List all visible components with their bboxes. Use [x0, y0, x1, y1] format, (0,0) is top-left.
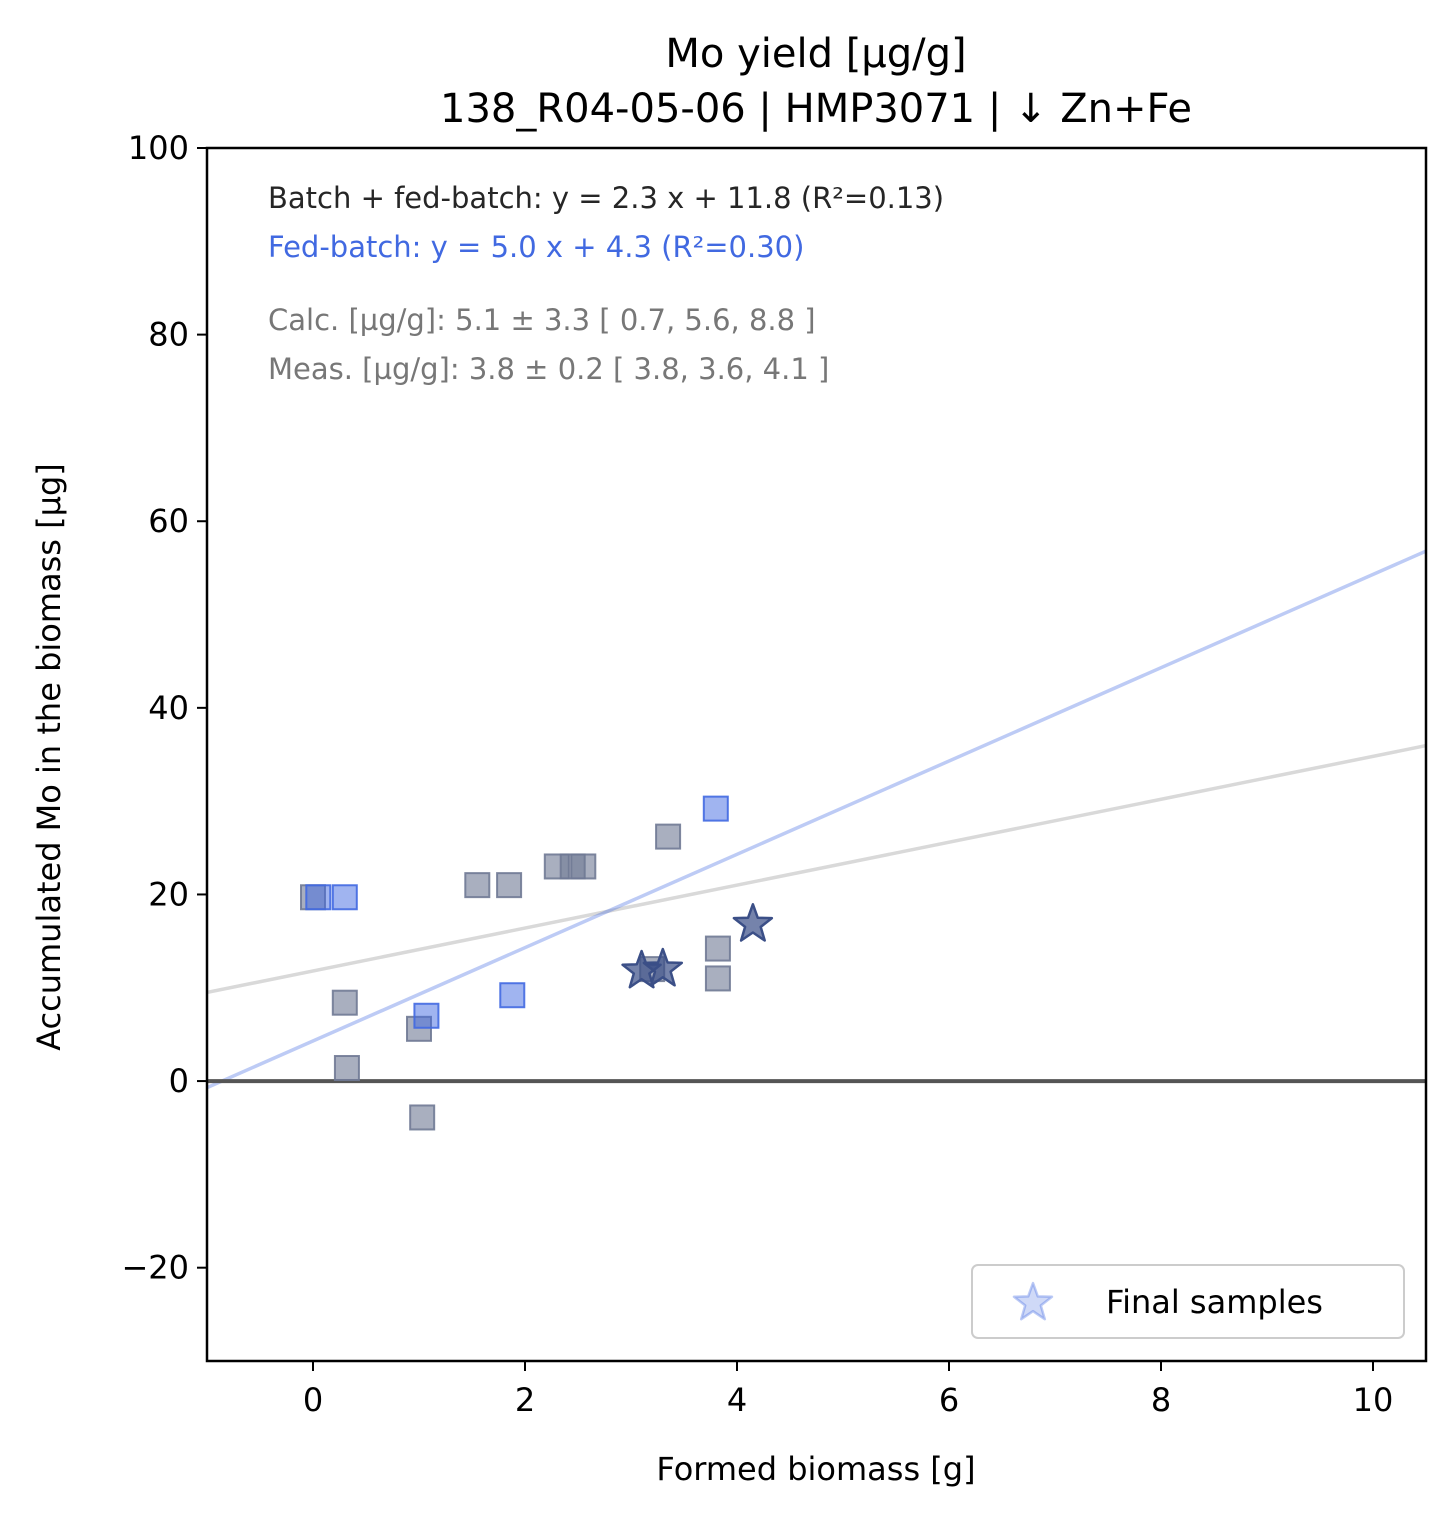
- y-tick-label: 40: [148, 689, 189, 727]
- data-point-square: [702, 795, 729, 822]
- data-point-square: [305, 884, 332, 911]
- y-tick-label: 80: [148, 316, 189, 354]
- data-point-square: [499, 982, 526, 1009]
- legend-star-icon: [1012, 1281, 1054, 1321]
- y-axis-label: Accumulated Mo in the biomass [µg]: [30, 463, 68, 1051]
- legend: Final samples: [971, 1264, 1405, 1339]
- data-point-star: [732, 903, 774, 942]
- plot-frame: [205, 146, 1428, 1363]
- chart-title: Mo yield [µg/g]: [665, 31, 966, 77]
- data-point-square: [413, 1002, 440, 1029]
- data-point-square: [570, 853, 597, 880]
- data-point-square: [704, 965, 731, 992]
- x-tick-label: 4: [727, 1381, 747, 1419]
- annotation-batch-fit: Batch + fed-batch: y = 2.3 x + 11.8 (R²=…: [268, 181, 944, 215]
- x-axis-label: Formed biomass [g]: [656, 1450, 975, 1488]
- x-tick-label: 6: [939, 1381, 959, 1419]
- axes: 0 2 4 6 8 10 −20 0 20 40 60 80 100: [121, 129, 1428, 1419]
- annotation-fedbatch-fit: Fed-batch: y = 5.0 x + 4.3 (R²=0.30): [268, 230, 804, 264]
- data-point-star: [642, 947, 684, 987]
- annotation-calc: Calc. [µg/g]: 5.1 ± 3.3 [ 0.7, 5.6, 8.8 …: [268, 303, 816, 337]
- annotation-meas: Meas. [µg/g]: 3.8 ± 0.2 [ 3.8, 3.6, 4.1 …: [268, 352, 829, 386]
- legend-star-marker: [1012, 1281, 1054, 1321]
- y-tick-label: 60: [148, 502, 189, 540]
- y-tick-label: 100: [128, 129, 189, 167]
- y-tick-label: −20: [121, 1249, 189, 1287]
- x-tick-label: 2: [515, 1381, 535, 1419]
- data-point-square: [409, 1104, 436, 1131]
- data-point-square: [333, 1055, 360, 1082]
- data-point-square: [496, 872, 523, 899]
- data-point-square: [655, 823, 682, 850]
- y-tick-label: 0: [169, 1062, 189, 1100]
- data-point-square: [331, 884, 358, 911]
- data-point-square: [704, 935, 731, 962]
- fit-line-fedbatch: [207, 549, 1426, 1090]
- x-tick-label: 10: [1353, 1381, 1394, 1419]
- x-tick-label: 8: [1151, 1381, 1171, 1419]
- x-tick-label: 0: [303, 1381, 323, 1419]
- data-point-square: [331, 989, 358, 1016]
- chart-subtitle: 138_R04-05-06 | HMP3071 | ↓ Zn+Fe: [440, 86, 1192, 132]
- plot-area: [207, 549, 1426, 1131]
- legend-box: [971, 1264, 1405, 1339]
- data-point-square: [464, 872, 491, 899]
- y-tick-label: 20: [148, 875, 189, 913]
- fit-line-batch-fedbatch: [207, 743, 1426, 995]
- legend-label-final-samples: Final samples: [1106, 1283, 1323, 1321]
